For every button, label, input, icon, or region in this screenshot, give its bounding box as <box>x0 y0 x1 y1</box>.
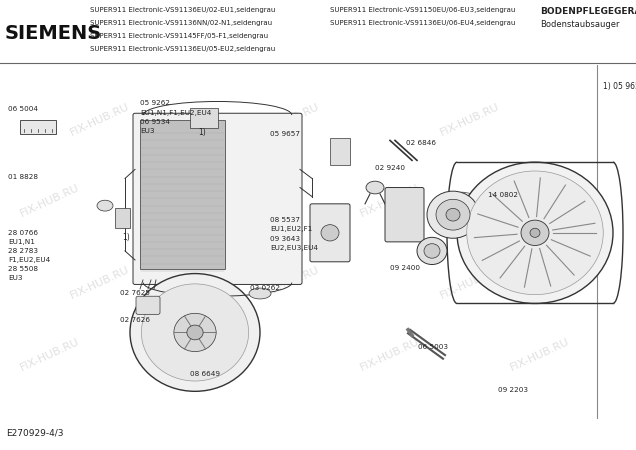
Text: FIX-HUB.RU: FIX-HUB.RU <box>189 183 251 219</box>
Text: EU1,N1: EU1,N1 <box>8 239 35 245</box>
Text: EU3: EU3 <box>140 128 155 134</box>
Text: 1): 1) <box>122 233 130 242</box>
Text: 08 5537: 08 5537 <box>270 217 300 223</box>
Ellipse shape <box>436 199 470 230</box>
Text: F1,EU2,EU4: F1,EU2,EU4 <box>8 257 50 263</box>
Text: E270929-4/3: E270929-4/3 <box>6 428 64 437</box>
Ellipse shape <box>521 220 549 246</box>
Ellipse shape <box>187 325 203 340</box>
Text: FIX-HUB.RU: FIX-HUB.RU <box>259 265 321 301</box>
Text: 02 9240: 02 9240 <box>375 165 405 171</box>
Text: 09 3643: 09 3643 <box>270 235 300 242</box>
Text: 06 9534: 06 9534 <box>140 119 170 125</box>
Ellipse shape <box>130 274 260 392</box>
Text: SUPER911 Electronic-VS91136EU/02-EU1,seidengrau: SUPER911 Electronic-VS91136EU/02-EU1,sei… <box>90 7 275 13</box>
Text: EU1,EU2,F1: EU1,EU2,F1 <box>270 226 312 233</box>
FancyBboxPatch shape <box>385 188 424 242</box>
Text: 14 0802: 14 0802 <box>488 192 518 198</box>
Text: 09 2400: 09 2400 <box>390 265 420 270</box>
Text: 05 9262: 05 9262 <box>140 99 170 106</box>
Ellipse shape <box>530 228 540 237</box>
Text: EU3: EU3 <box>8 275 22 281</box>
Ellipse shape <box>457 162 613 303</box>
Text: FIX-HUB.RU: FIX-HUB.RU <box>69 101 131 138</box>
Ellipse shape <box>321 225 339 241</box>
Bar <box>20 120 56 134</box>
FancyBboxPatch shape <box>136 296 160 315</box>
Text: 05 9657: 05 9657 <box>270 131 300 137</box>
Bar <box>190 108 218 128</box>
Text: FIX-HUB.RU: FIX-HUB.RU <box>189 337 251 373</box>
Ellipse shape <box>97 200 113 211</box>
FancyBboxPatch shape <box>310 204 350 262</box>
Text: FIX-HUB.RU: FIX-HUB.RU <box>69 265 131 301</box>
Text: 28 2783: 28 2783 <box>8 248 38 254</box>
Text: FIX-HUB.RU: FIX-HUB.RU <box>359 337 421 373</box>
Text: SUPER911 Electronic-VS91150EU/06-EU3,seidengrau: SUPER911 Electronic-VS91150EU/06-EU3,sei… <box>330 7 515 13</box>
Text: FIX-HUB.RU: FIX-HUB.RU <box>439 265 501 301</box>
Ellipse shape <box>446 208 460 221</box>
Ellipse shape <box>249 288 271 299</box>
Text: EU1,N1,F1,EU2,EU4: EU1,N1,F1,EU2,EU4 <box>140 110 211 116</box>
Text: 08 6649: 08 6649 <box>190 371 220 378</box>
Text: 28 0766: 28 0766 <box>8 230 38 236</box>
Text: FIX-HUB.RU: FIX-HUB.RU <box>18 183 81 219</box>
Text: SUPER911 Electronic-VS91136EU/05-EU2,seidengrau: SUPER911 Electronic-VS91136EU/05-EU2,sei… <box>90 46 275 52</box>
Ellipse shape <box>424 244 440 258</box>
Text: 03 0262: 03 0262 <box>250 285 280 291</box>
Text: FIX-HUB.RU: FIX-HUB.RU <box>509 183 571 219</box>
Text: FIX-HUB.RU: FIX-HUB.RU <box>509 337 571 373</box>
Ellipse shape <box>141 284 249 381</box>
Text: SIEMENS: SIEMENS <box>5 24 102 43</box>
Text: FIX-HUB.RU: FIX-HUB.RU <box>18 337 81 373</box>
Ellipse shape <box>417 237 447 265</box>
Text: SUPER911 Electronic-VS91136NN/02-N1,seidengrau: SUPER911 Electronic-VS91136NN/02-N1,seid… <box>90 20 272 26</box>
Text: SUPER911 Electronic-VS91145FF/05-F1,seidengrau: SUPER911 Electronic-VS91145FF/05-F1,seid… <box>90 33 268 39</box>
Text: 01 8828: 01 8828 <box>8 174 38 180</box>
Text: BODENPFLEGEGERÄTE: BODENPFLEGEGERÄTE <box>540 7 636 16</box>
Text: 09 2203: 09 2203 <box>498 387 528 393</box>
Ellipse shape <box>366 181 384 194</box>
Text: EU2,EU3,EU4: EU2,EU3,EU4 <box>270 245 318 251</box>
Text: 1) 05 9656: 1) 05 9656 <box>603 81 636 90</box>
Text: 1): 1) <box>198 128 206 137</box>
Bar <box>330 138 350 165</box>
Text: SUPER911 Electronic-VS91136EU/06-EU4,seidengrau: SUPER911 Electronic-VS91136EU/06-EU4,sei… <box>330 20 515 26</box>
Text: 02 7625: 02 7625 <box>120 290 150 296</box>
Ellipse shape <box>467 171 604 295</box>
Text: Bodenstaubsauger: Bodenstaubsauger <box>540 20 619 29</box>
Text: 02 7626: 02 7626 <box>120 317 150 323</box>
Text: FIX-HUB.RU: FIX-HUB.RU <box>359 183 421 219</box>
Ellipse shape <box>427 191 479 238</box>
Bar <box>140 120 225 269</box>
Bar <box>115 208 130 228</box>
Ellipse shape <box>174 313 216 351</box>
FancyBboxPatch shape <box>133 113 302 284</box>
Text: 28 5508: 28 5508 <box>8 266 38 272</box>
Text: 06 5003: 06 5003 <box>418 344 448 350</box>
Text: FIX-HUB.RU: FIX-HUB.RU <box>259 101 321 138</box>
Text: 02 6846: 02 6846 <box>406 140 436 145</box>
Text: 06 5004: 06 5004 <box>8 106 38 112</box>
Text: FIX-HUB.RU: FIX-HUB.RU <box>439 101 501 138</box>
